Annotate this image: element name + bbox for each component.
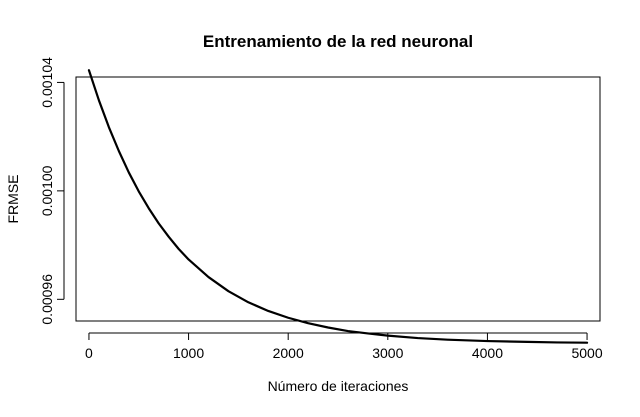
- plot-area-frame: [75, 76, 601, 322]
- series-layer: [87, 69, 589, 344]
- y-tick-label: 0.00104: [39, 57, 55, 108]
- y-axis-label: FRMSE: [5, 175, 21, 224]
- x-tick-label: 2000: [273, 345, 304, 361]
- y-axis: 0.00096 0.00100 0.00104: [39, 57, 65, 325]
- x-axis: 0 1000 2000 3000 4000 5000: [85, 332, 603, 361]
- y-tick-label: 0.00096: [39, 274, 55, 325]
- x-tick-label: 5000: [571, 345, 602, 361]
- x-tick-label: 3000: [372, 345, 403, 361]
- x-tick-label: 1000: [173, 345, 204, 361]
- x-tick-label: 4000: [472, 345, 503, 361]
- x-axis-label: Número de iteraciones: [268, 378, 409, 394]
- x-tick-label: 0: [85, 345, 93, 361]
- series-line: [87, 69, 589, 344]
- y-tick-label: 0.00100: [39, 165, 55, 216]
- chart-title: Entrenamiento de la red neuronal: [203, 32, 473, 51]
